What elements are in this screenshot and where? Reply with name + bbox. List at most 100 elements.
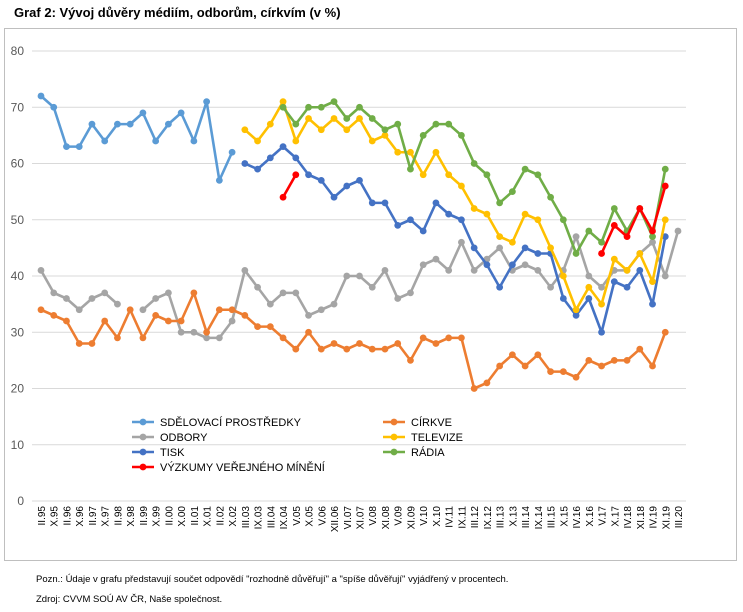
data-point bbox=[407, 356, 414, 364]
data-point bbox=[50, 289, 58, 297]
data-point bbox=[101, 289, 109, 297]
x-tick-label: X.17 bbox=[610, 506, 621, 527]
data-point bbox=[483, 171, 491, 179]
data-point bbox=[368, 137, 376, 145]
x-tick-label: X.96 bbox=[75, 506, 86, 527]
data-point bbox=[356, 340, 363, 347]
data-point bbox=[88, 340, 96, 347]
data-point bbox=[279, 98, 287, 106]
data-point bbox=[572, 250, 580, 257]
data-point bbox=[445, 120, 453, 128]
legend-swatch-marker bbox=[139, 418, 147, 426]
data-point bbox=[394, 221, 402, 229]
data-point bbox=[139, 334, 147, 342]
data-point bbox=[432, 255, 440, 263]
data-point bbox=[407, 289, 414, 297]
y-axis: 0 10 20 30 40 50 60 70 80 bbox=[11, 44, 25, 508]
x-tick-label: X.13 bbox=[508, 506, 519, 527]
data-point bbox=[483, 261, 491, 269]
data-point bbox=[330, 193, 338, 201]
series-line bbox=[600, 185, 667, 255]
x-tick-label: II.97 bbox=[88, 506, 99, 526]
data-point bbox=[598, 250, 605, 257]
data-point bbox=[547, 193, 554, 201]
data-point bbox=[139, 109, 147, 117]
data-point bbox=[152, 295, 160, 302]
data-point bbox=[356, 103, 363, 111]
data-point bbox=[292, 154, 300, 162]
x-tick-label: VI.07 bbox=[343, 506, 354, 530]
y-tick-label: 0 bbox=[17, 494, 24, 508]
data-point bbox=[649, 233, 656, 241]
data-point bbox=[661, 216, 669, 224]
data-point bbox=[330, 300, 338, 308]
data-point bbox=[496, 199, 504, 207]
data-point bbox=[279, 193, 287, 201]
data-point bbox=[254, 137, 261, 145]
data-point bbox=[215, 334, 223, 342]
data-point bbox=[279, 143, 287, 151]
legend-swatch-marker bbox=[390, 433, 398, 441]
data-point bbox=[521, 362, 529, 370]
data-point bbox=[292, 120, 300, 128]
data-point bbox=[356, 115, 363, 122]
x-tick-label: V.09 bbox=[394, 506, 405, 526]
data-point bbox=[585, 283, 593, 291]
data-point bbox=[381, 126, 389, 134]
data-point bbox=[343, 272, 351, 280]
data-point bbox=[63, 295, 70, 302]
data-point bbox=[203, 334, 211, 342]
data-point bbox=[661, 182, 669, 190]
data-point bbox=[177, 109, 185, 117]
data-point bbox=[292, 137, 300, 145]
legend-label: VÝZKUMY VEŘEJNÉHO MÍNĚNÍ bbox=[160, 461, 326, 474]
data-point bbox=[649, 300, 656, 308]
data-point bbox=[470, 266, 478, 274]
data-point bbox=[585, 295, 593, 302]
data-point bbox=[279, 334, 287, 342]
data-point bbox=[292, 345, 300, 353]
x-tick-label: V.17 bbox=[598, 506, 609, 526]
x-tick-label: IX.14 bbox=[534, 506, 545, 530]
x-tick-label: II.99 bbox=[139, 506, 150, 526]
data-point bbox=[254, 165, 261, 173]
data-point bbox=[190, 289, 198, 297]
data-point bbox=[445, 171, 453, 179]
data-point bbox=[470, 385, 478, 392]
data-point bbox=[521, 210, 529, 218]
data-point bbox=[190, 137, 198, 145]
data-point bbox=[496, 283, 504, 291]
data-point bbox=[419, 227, 427, 235]
legend-swatch-marker bbox=[390, 448, 398, 456]
data-point bbox=[534, 351, 542, 359]
data-point bbox=[330, 115, 338, 122]
legend-item: TELEVIZE bbox=[383, 432, 463, 444]
data-point bbox=[152, 311, 160, 319]
x-tick-label: X.10 bbox=[432, 506, 443, 527]
data-point bbox=[585, 227, 593, 235]
data-point bbox=[559, 272, 567, 280]
data-point bbox=[661, 165, 669, 173]
data-point bbox=[330, 98, 338, 106]
data-point bbox=[381, 345, 389, 353]
data-point bbox=[559, 216, 567, 224]
data-point bbox=[356, 272, 363, 280]
legend-item: ODBORY bbox=[132, 432, 208, 444]
data-point bbox=[623, 266, 631, 274]
legend-swatch-marker bbox=[139, 433, 147, 441]
legend-label: CÍRKVE bbox=[411, 416, 452, 429]
legend-item: RÁDIA bbox=[383, 446, 445, 459]
x-tick-label: III.04 bbox=[266, 506, 277, 529]
data-point bbox=[661, 328, 669, 336]
series-line bbox=[281, 174, 297, 198]
data-point bbox=[114, 120, 121, 128]
data-point bbox=[559, 295, 567, 302]
data-point bbox=[215, 306, 223, 314]
data-point bbox=[203, 98, 211, 106]
data-point bbox=[165, 120, 172, 128]
data-point bbox=[496, 362, 504, 370]
data-point bbox=[394, 340, 402, 347]
data-point bbox=[547, 244, 554, 252]
data-point bbox=[649, 227, 656, 235]
data-point bbox=[165, 317, 172, 325]
